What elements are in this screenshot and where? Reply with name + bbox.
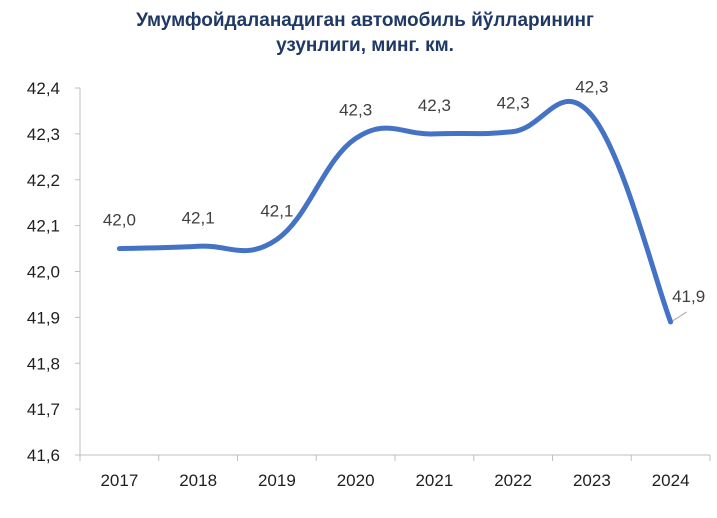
y-tick-label: 41,7 bbox=[27, 400, 60, 419]
data-point bbox=[274, 237, 279, 242]
data-label: 42,1 bbox=[260, 201, 293, 220]
x-tick-label: 2018 bbox=[179, 471, 217, 490]
y-tick-label: 42,3 bbox=[27, 125, 60, 144]
y-tick-label: 42,4 bbox=[27, 79, 60, 98]
y-tick-label: 42,2 bbox=[27, 171, 60, 190]
data-point bbox=[196, 244, 201, 249]
x-tick-label: 2024 bbox=[652, 471, 690, 490]
data-label: 42,3 bbox=[418, 96, 451, 115]
data-label: 42,1 bbox=[182, 208, 215, 227]
data-label: 42,3 bbox=[497, 94, 530, 113]
data-label: 42,3 bbox=[575, 78, 608, 97]
chart-title-line-2: узунлиги, минг. км. bbox=[276, 35, 454, 56]
x-tick-label: 2020 bbox=[337, 471, 375, 490]
data-point bbox=[117, 246, 122, 251]
data-point bbox=[511, 129, 516, 134]
data-label-leader bbox=[672, 311, 687, 322]
data-label: 42,3 bbox=[339, 100, 372, 119]
data-point bbox=[353, 136, 358, 141]
y-tick-label: 41,8 bbox=[27, 354, 60, 373]
x-tick-label: 2023 bbox=[573, 471, 611, 490]
x-tick-label: 2021 bbox=[415, 471, 453, 490]
data-point bbox=[432, 131, 437, 136]
y-tick-label: 41,9 bbox=[27, 308, 60, 327]
y-tick-label: 41,6 bbox=[27, 446, 60, 465]
x-tick-label: 2022 bbox=[494, 471, 532, 490]
y-tick-label: 42,0 bbox=[27, 263, 60, 282]
x-tick-label: 2017 bbox=[100, 471, 138, 490]
series-line bbox=[116, 98, 674, 325]
chart-title: Умумфойдаланадиган автомобиль йўлларинин… bbox=[60, 8, 670, 58]
data-point bbox=[589, 113, 594, 118]
x-tick-label: 2019 bbox=[258, 471, 296, 490]
data-point bbox=[668, 319, 673, 324]
data-label: 42,0 bbox=[103, 211, 136, 230]
chart-title-line-1: Умумфойдаланадиган автомобиль йўлларинин… bbox=[136, 10, 594, 31]
y-tick-label: 42,1 bbox=[27, 217, 60, 236]
data-label: 41,9 bbox=[672, 287, 705, 306]
